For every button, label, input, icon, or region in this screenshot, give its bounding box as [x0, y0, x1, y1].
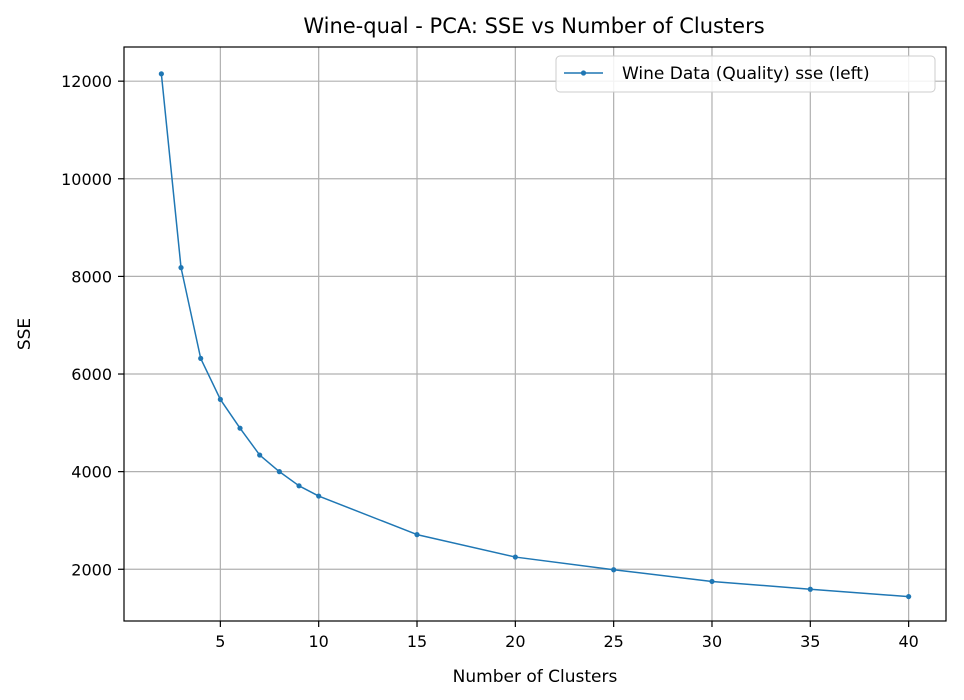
- y-tick-label: 10000: [61, 170, 112, 189]
- y-tick-label: 2000: [71, 560, 112, 579]
- data-point: [296, 483, 302, 489]
- series-layer: [158, 71, 912, 600]
- plot-frame: [123, 46, 947, 622]
- x-tick-label: 10: [309, 632, 329, 651]
- chart-title: Wine-qual - PCA: SSE vs Number of Cluste…: [303, 14, 764, 38]
- data-point: [512, 554, 518, 560]
- legend-marker-swatch: [580, 70, 587, 76]
- data-point: [414, 532, 420, 538]
- data-point: [906, 593, 912, 600]
- y-tick-label: 12000: [61, 72, 112, 91]
- x-tick-label: 20: [505, 632, 525, 651]
- data-point: [198, 355, 204, 362]
- data-point: [237, 425, 243, 431]
- data-point: [276, 469, 282, 475]
- x-tick-label: 15: [407, 632, 427, 651]
- data-point: [611, 567, 617, 573]
- x-axis-label: Number of Clusters: [453, 667, 618, 687]
- x-tick-label: 25: [603, 632, 623, 651]
- legend: Wine Data (Quality) sse (left): [555, 55, 936, 93]
- data-point: [257, 452, 263, 458]
- y-tick-label: 4000: [71, 463, 112, 482]
- y-tick-label: 6000: [71, 365, 112, 384]
- data-point: [217, 396, 223, 403]
- x-tick-label: 5: [215, 632, 225, 651]
- legend-box: [555, 55, 936, 93]
- y-axis-label: SSE: [15, 318, 35, 350]
- x-tick-label: 30: [702, 632, 722, 651]
- y-tick-label: 8000: [71, 267, 112, 286]
- x-tick-label: 35: [800, 632, 820, 651]
- data-point: [316, 493, 322, 499]
- ticks: 5 10 15 20 25 30 35 40 2000 4000 6000 8000 10000 1200…: [61, 72, 919, 651]
- x-tick-label: 40: [898, 632, 918, 651]
- data-point: [807, 586, 813, 592]
- data-point: [178, 265, 184, 271]
- data-point: [158, 71, 164, 77]
- legend-entry-label: Wine Data (Quality) sse (left): [622, 64, 870, 84]
- data-point: [709, 578, 715, 585]
